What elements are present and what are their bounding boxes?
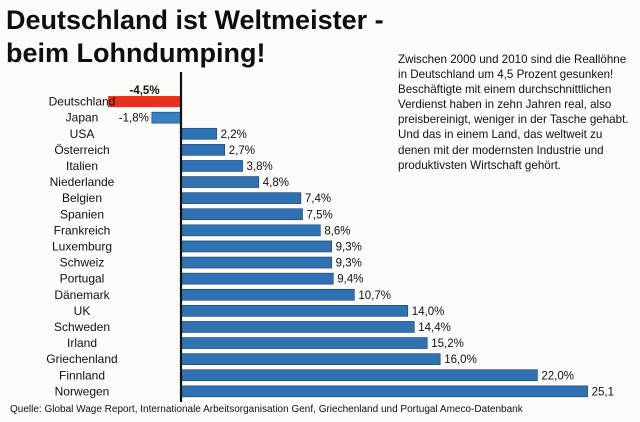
bar	[180, 385, 588, 398]
value-label: 9,4%	[337, 274, 363, 286]
bar	[180, 192, 302, 204]
category-label: Deutschland	[49, 95, 116, 109]
category-label: UK	[74, 304, 91, 318]
category-label: Norwegen	[55, 384, 110, 398]
bar	[180, 256, 332, 269]
bar	[180, 353, 441, 365]
explanation-text: Zwischen 2000 und 2010 sind die Reallöhn…	[398, 53, 629, 172]
category-label: Schweiz	[60, 256, 105, 270]
value-label: 7,5%	[307, 209, 333, 221]
value-label: 4,8%	[263, 177, 289, 189]
category-label: Belgien	[62, 191, 102, 205]
category-label: Frankreich	[54, 223, 111, 237]
category-label: Irland	[67, 336, 97, 350]
bar	[151, 111, 182, 124]
value-label: 15,2%	[431, 338, 464, 350]
value-label: 9,3%	[336, 258, 362, 270]
category-label: Luxemburg	[52, 239, 112, 253]
bar	[180, 305, 409, 317]
category-label: Spanien	[60, 207, 104, 221]
category-label: Niederlande	[50, 175, 115, 189]
value-label: 3,8%	[247, 161, 273, 173]
category-label: Griechenland	[46, 352, 117, 366]
bar	[180, 176, 260, 188]
value-label: 8,6%	[324, 225, 350, 237]
headline-line-1: Deutschland ist Weltmeister -	[6, 5, 384, 35]
value-label: 10,7%	[358, 290, 391, 302]
bar	[180, 208, 303, 221]
value-label: 14,4%	[418, 322, 451, 334]
category-label: USA	[70, 127, 95, 141]
source-note: Quelle: Global Wage Report, Internationa…	[10, 404, 523, 415]
category-label: Portugal	[60, 272, 105, 286]
category-label: Japan	[66, 111, 99, 125]
value-label: 16,0%	[444, 354, 477, 366]
bar	[180, 224, 321, 237]
category-label: Schweden	[54, 320, 110, 334]
value-label: -4,5%	[130, 85, 160, 97]
category-label: Dänemark	[54, 288, 110, 302]
bar	[180, 272, 334, 285]
value-label: 2,7%	[229, 145, 255, 157]
bar	[180, 127, 217, 140]
value-label: 7,4%	[305, 193, 331, 205]
bar	[180, 160, 243, 172]
bar	[180, 337, 428, 349]
bar	[180, 144, 226, 156]
headline: Deutschland ist Weltmeister - beim Lohnd…	[6, 4, 396, 70]
category-label: Finnland	[59, 368, 105, 382]
value-label: 25,1	[592, 386, 614, 398]
value-label: 14,0%	[412, 306, 445, 318]
bar	[180, 321, 415, 333]
value-label: 22,0%	[541, 370, 574, 382]
bar	[108, 96, 181, 108]
bar	[180, 288, 355, 301]
headline-line-2: beim Lohndumping!	[6, 38, 266, 68]
category-label: Italien	[66, 159, 98, 173]
value-label: 2,2%	[221, 129, 247, 141]
bar	[180, 369, 538, 382]
value-label: 9,3%	[336, 241, 362, 253]
bar	[180, 240, 332, 253]
category-label: Österreich	[54, 143, 109, 157]
value-label: -1,8%	[119, 113, 149, 125]
